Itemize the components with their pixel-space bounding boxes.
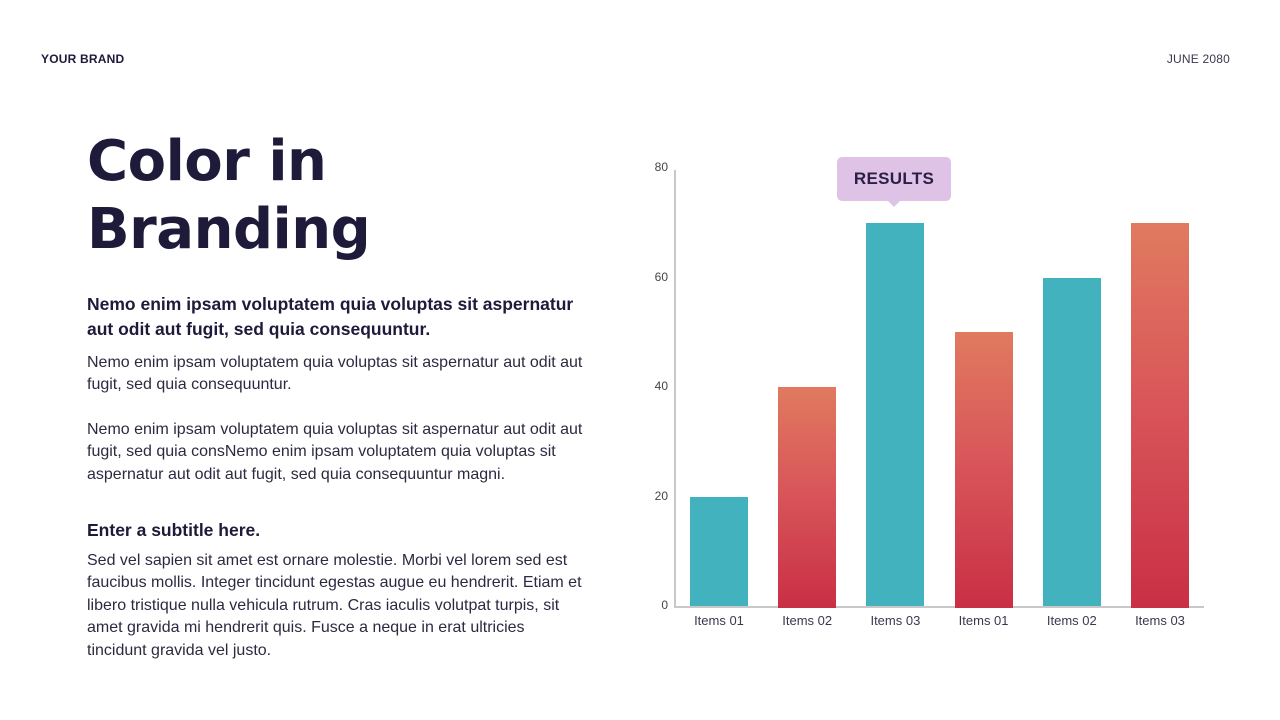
y-tick-label: 0	[661, 598, 668, 612]
body-paragraph-3: Sed vel sapien sit amet est ornare moles…	[87, 552, 582, 659]
x-tick-label: Items 03	[870, 613, 921, 628]
brand-label: YOUR BRAND	[41, 52, 125, 66]
body-paragraph-1: Nemo enim ipsam voluptatem quia voluptas…	[87, 354, 583, 394]
y-tick-label: 60	[654, 269, 668, 284]
body-paragraph-2: Nemo enim ipsam voluptatem quia voluptas…	[87, 420, 583, 483]
y-tick-label: 80	[654, 160, 668, 174]
section-subtitle: Enter a subtitle here.	[87, 520, 261, 541]
x-tick-label: Items 02	[782, 613, 833, 628]
results-callout: RESULTS	[837, 157, 951, 207]
x-tick-label: Items 02	[1046, 613, 1097, 628]
x-tick-label: Items 03	[1135, 613, 1185, 628]
page-title: Color in Branding	[87, 129, 371, 262]
y-axis	[674, 170, 676, 607]
bar-chart: 0 20 40 60 80 Items 01 Items 02 Items 03 Items …	[640, 150, 1220, 640]
bar-4	[954, 332, 1013, 608]
bar-2	[778, 387, 837, 608]
bar-6	[1131, 222, 1189, 608]
bar-5	[1042, 277, 1101, 606]
y-tick-label: 40	[654, 379, 668, 393]
bar-3	[866, 222, 925, 606]
lead-paragraph: Nemo enim ipsam voluptatem quia voluptas…	[87, 294, 574, 339]
y-tick-label: 20	[654, 488, 668, 503]
text-column: Color in Branding Nemo enim ipsam volupt…	[87, 128, 587, 662]
x-axis	[674, 606, 1204, 608]
bar-1	[690, 496, 748, 606]
date-label: JUNE 2080	[1166, 52, 1230, 66]
x-tick-label: Items 01	[958, 613, 1009, 628]
x-tick-label: Items 01	[694, 613, 744, 628]
